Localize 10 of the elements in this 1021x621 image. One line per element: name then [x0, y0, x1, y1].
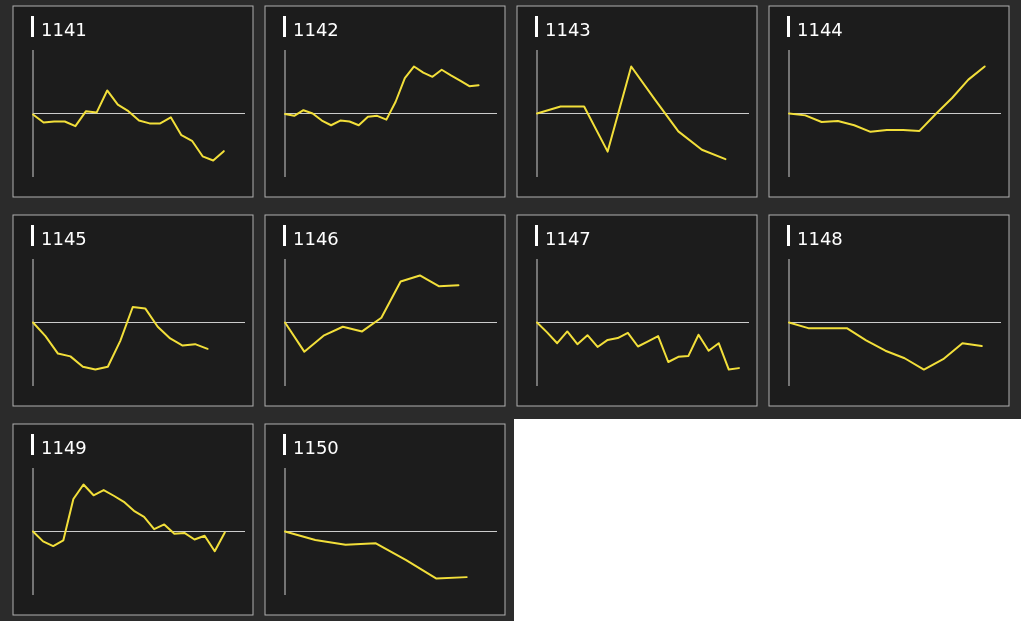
chart-title: 1141 — [41, 19, 87, 40]
chart-title: 1150 — [293, 437, 339, 458]
chart-title: 1146 — [293, 228, 339, 249]
chart-title: 1144 — [797, 19, 843, 40]
chart-title: 1148 — [797, 228, 843, 249]
chart-title: 1143 — [545, 19, 591, 40]
chart-title: 1149 — [41, 437, 87, 458]
chart-title: 1147 — [545, 228, 591, 249]
chart-title: 1142 — [293, 19, 339, 40]
chart-title: 1145 — [41, 228, 87, 249]
